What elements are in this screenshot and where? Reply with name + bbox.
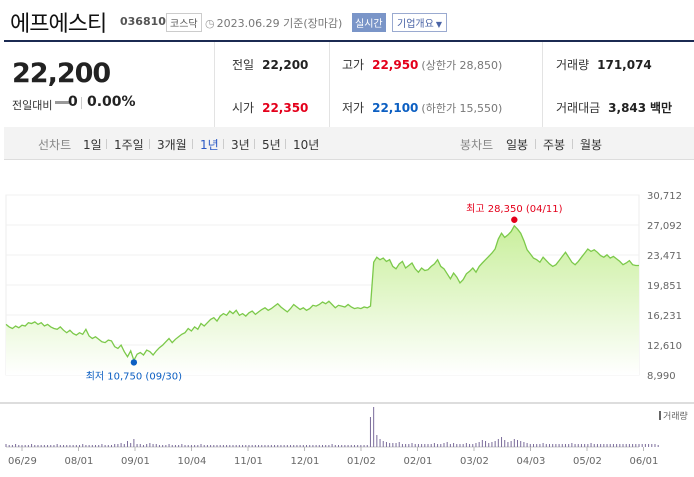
x-tick-label: 04/03 xyxy=(517,456,546,467)
x-tick-label: 02/01 xyxy=(404,456,433,467)
x-tick-label: 09/01 xyxy=(121,456,150,467)
tab-weekly[interactable]: 주봉 xyxy=(543,138,566,152)
lower-limit: (하한가 15,550) xyxy=(421,102,503,115)
x-tick-label: 06/29 xyxy=(8,456,37,467)
volume-legend-label: 거래량 xyxy=(663,410,688,422)
divider xyxy=(254,139,255,149)
low-value: 22,100 xyxy=(372,101,419,115)
upper-limit: (상한가 28,850) xyxy=(421,59,503,72)
stock-code: 036810 xyxy=(120,15,166,28)
x-tick-label: 03/02 xyxy=(460,456,489,467)
flat-mark-icon xyxy=(55,101,69,104)
change-label-text: 전일대비 xyxy=(12,99,53,112)
low-label: 저가 xyxy=(342,101,365,115)
divider xyxy=(214,42,215,128)
quote-summary: 22,200 전일대비 0 0.00% 전일 22,200 시가 22,350 고가… xyxy=(4,40,694,129)
prev-close-value: 22,200 xyxy=(262,58,309,72)
y-tick-label: 27,092 xyxy=(647,221,682,232)
candle-chart-title: 봉차트 xyxy=(460,138,494,152)
tab-daily[interactable]: 일봉 xyxy=(506,138,529,152)
tab-3m[interactable]: 3개월 xyxy=(157,138,187,152)
y-tick-label: 30,712 xyxy=(647,191,682,202)
divider xyxy=(572,139,573,149)
amount-value: 3,843 xyxy=(608,101,647,115)
divider xyxy=(149,139,150,149)
high-annotation: 최고 28,350 (04/11) xyxy=(466,203,562,215)
change-value: 0 xyxy=(68,94,78,110)
x-tick-label: 08/01 xyxy=(65,456,94,467)
tab-1w[interactable]: 1주일 xyxy=(114,138,144,152)
volume-legend-icon xyxy=(659,411,661,420)
open-price: 시가 22,350 xyxy=(232,99,308,116)
volume-label: 거래량 xyxy=(556,58,590,72)
x-tick-label: 12/01 xyxy=(291,456,320,467)
volume: 거래량 171,074 xyxy=(556,56,652,73)
y-tick-label: 12,610 xyxy=(647,341,682,352)
high-value: 22,950 xyxy=(372,58,419,72)
divider xyxy=(192,139,193,149)
low-price: 저가 22,100 (하한가 15,550) xyxy=(342,99,502,116)
change-label: 전일대비 xyxy=(12,97,52,113)
tab-5y[interactable]: 5년 xyxy=(262,138,281,152)
y-tick-label: 19,851 xyxy=(647,281,682,292)
prev-close-label: 전일 xyxy=(232,58,255,72)
x-tick-label: 01/02 xyxy=(347,456,376,467)
line-chart-title: 선차트 xyxy=(38,138,72,152)
y-tick-label: 8,990 xyxy=(647,371,676,382)
divider xyxy=(223,139,224,149)
amount-unit: 백만 xyxy=(649,101,673,115)
volume-value: 171,074 xyxy=(597,58,652,72)
x-tick-label: 11/01 xyxy=(234,456,263,467)
price-line xyxy=(5,224,639,363)
high-marker xyxy=(511,216,518,223)
change-percent: 0.00% xyxy=(87,94,136,110)
divider xyxy=(81,97,82,109)
y-tick-label: 23,471 xyxy=(647,251,682,262)
realtime-button[interactable]: 실시간 xyxy=(352,13,386,32)
price-area xyxy=(6,225,639,375)
open-value: 22,350 xyxy=(262,101,309,115)
high-price: 고가 22,950 (상한가 28,850) xyxy=(342,56,502,73)
divider xyxy=(542,42,543,128)
price-chart[interactable]: 30,712 27,092 23,471 19,851 16,231 12,610 8,99… xyxy=(0,180,694,477)
y-tick-label: 16,231 xyxy=(647,311,682,322)
trade-amount: 거래대금 3,843 백만 xyxy=(556,99,672,116)
clock-icon: ◷ xyxy=(205,17,215,30)
company-name: 에프에스티 xyxy=(10,12,107,37)
market-badge: 코스닥 xyxy=(166,13,202,32)
tab-1y[interactable]: 1년 xyxy=(200,138,219,152)
x-tick-label: 10/04 xyxy=(178,456,207,467)
tab-monthly[interactable]: 월봉 xyxy=(580,138,603,152)
divider xyxy=(106,139,107,149)
current-price: 22,200 xyxy=(12,58,111,89)
divider xyxy=(285,139,286,149)
low-marker xyxy=(130,359,138,366)
company-info-dropdown[interactable]: 기업개요 ▼ xyxy=(392,13,447,32)
quote-date-text: 2023.06.29 기준(장마감) xyxy=(216,17,343,30)
x-tick-label: 06/01 xyxy=(630,456,659,467)
divider xyxy=(329,42,330,128)
tab-10y[interactable]: 10년 xyxy=(293,138,320,152)
tab-3y[interactable]: 3년 xyxy=(231,138,250,152)
quote-date: ◷ 2023.06.29 기준(장마감) xyxy=(205,15,342,31)
divider xyxy=(535,139,536,149)
prev-close: 전일 22,200 xyxy=(232,56,308,73)
company-info-label: 기업개요 xyxy=(397,19,434,30)
high-label: 고가 xyxy=(342,58,365,72)
amount-label: 거래대금 xyxy=(556,101,601,115)
tab-1d[interactable]: 1일 xyxy=(83,138,102,152)
open-label: 시가 xyxy=(232,101,255,115)
chevron-down-icon: ▼ xyxy=(435,20,442,29)
x-tick-label: 05/02 xyxy=(573,456,602,467)
stock-header: 에프에스티 036810 코스닥 ◷ 2023.06.29 기준(장마감) 실시간… xyxy=(0,0,694,40)
chart-tab-bar: 선차트 1일 1주일 3개월 1년 3년 5년 10년 봉차트 일봉 주봉 월봉 xyxy=(4,127,694,160)
price-chart-svg: 30,712 27,092 23,471 19,851 16,231 12,610 8,99… xyxy=(0,191,694,467)
low-annotation: 최저 10,750 (09/30) xyxy=(86,370,182,382)
